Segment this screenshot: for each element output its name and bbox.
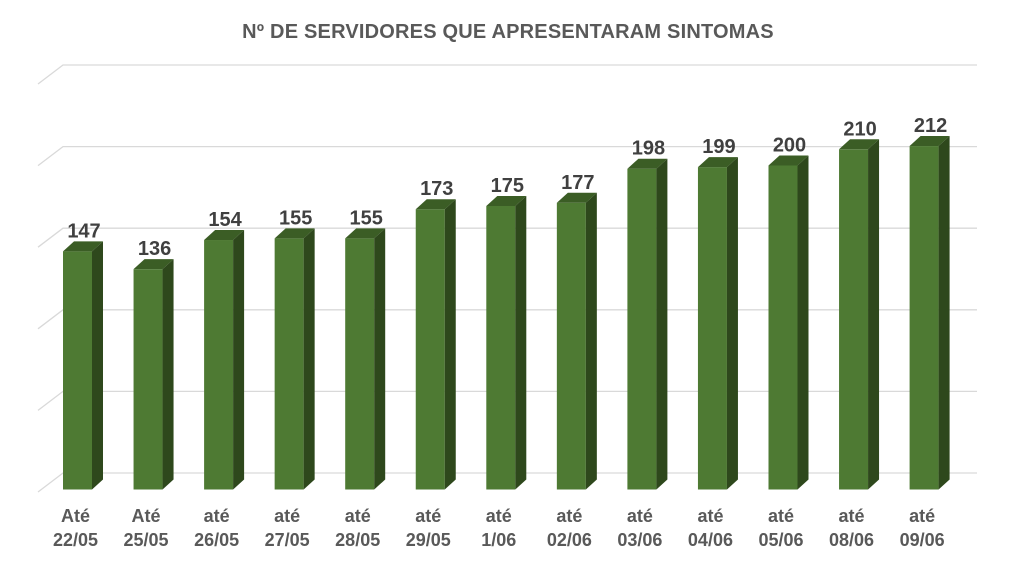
bar-top-face: [133, 259, 174, 270]
bar-side-face: [303, 228, 315, 490]
bar-front-face: [768, 165, 798, 490]
x-axis-label-line2: 26/05: [194, 530, 239, 550]
x-axis-label-line1: Até: [132, 506, 161, 526]
x-axis-label-line1: até: [768, 506, 794, 526]
x-axis-label-line1: até: [415, 506, 441, 526]
gridline: [37, 64, 977, 85]
gridline: [37, 227, 977, 248]
bar-value-label: 210: [843, 118, 876, 140]
bar-value-label: 154: [208, 209, 242, 231]
x-axis-label-line2: 29/05: [406, 530, 451, 550]
bar-front-face: [697, 167, 727, 490]
bar-side-face: [444, 199, 456, 490]
x-axis-label-line1: até: [627, 506, 653, 526]
bar-top-face: [627, 158, 668, 169]
bar-front-face: [839, 149, 869, 490]
x-axis-label-line2: 25/05: [124, 530, 169, 550]
chart-title: Nº DE SERVIDORES QUE APRESENTARAM SINTOM…: [242, 21, 774, 43]
x-axis-label-line1: até: [556, 506, 582, 526]
bar-side-face: [938, 136, 950, 490]
bar-value-label: 136: [138, 238, 171, 260]
gridline: [37, 145, 977, 167]
x-axis-label-line2: 09/06: [900, 530, 945, 550]
bar-front-face: [486, 206, 516, 490]
x-axis-label-line1: até: [697, 506, 723, 526]
bar-front-face: [627, 168, 657, 490]
bar-side-face: [92, 241, 103, 490]
bar-value-label: 155: [350, 207, 383, 229]
bar-side-face: [585, 192, 597, 490]
x-axis-label-line1: até: [204, 506, 230, 526]
bar-top-face: [839, 139, 880, 150]
bar-value-label: 177: [561, 172, 594, 194]
bar-value-label: 200: [773, 135, 806, 157]
bar-front-face: [63, 251, 92, 490]
bar-value-label: 147: [67, 220, 100, 242]
bar-side-face: [797, 155, 809, 490]
bar-front-face: [133, 269, 163, 490]
bar-value-label: 212: [914, 115, 947, 137]
bar-value-label: 155: [279, 207, 312, 229]
bar-side-face: [656, 158, 668, 490]
bar-top-face: [697, 157, 738, 168]
x-axis-label-line1: até: [909, 506, 935, 526]
bar-side-face: [162, 259, 174, 490]
bar-side-face: [726, 157, 738, 490]
bar-front-face: [909, 146, 939, 490]
x-axis-label-line2: 28/05: [335, 530, 380, 550]
bar-value-label: 175: [491, 175, 524, 197]
x-axis-label-line1: até: [345, 506, 371, 526]
bar-top-face: [63, 241, 103, 252]
bar-front-face: [274, 238, 304, 490]
bar-front-face: [345, 238, 375, 490]
bar-side-face: [233, 230, 245, 490]
bar-front-face: [204, 240, 234, 490]
bar-top-face: [415, 199, 456, 210]
x-axis-label-line1: até: [274, 506, 300, 526]
bar-top-face: [345, 228, 386, 239]
bar-front-face: [556, 202, 586, 490]
x-axis-label-line2: 08/06: [829, 530, 874, 550]
bar-top-face: [274, 228, 315, 239]
x-axis-label-line2: 27/05: [265, 530, 310, 550]
x-axis-label-line1: Até: [61, 506, 90, 526]
x-axis-label-line2: 02/06: [547, 530, 592, 550]
bar-value-label: 173: [420, 178, 453, 200]
bar-top-face: [768, 155, 809, 166]
bar-top-face: [556, 192, 597, 203]
bar-front-face: [415, 209, 445, 490]
bar-value-label: 198: [632, 138, 665, 160]
x-axis-label-line2: 1/06: [481, 530, 516, 550]
x-axis-label-line2: 22/05: [53, 530, 98, 550]
x-axis-label-line2: 04/06: [688, 530, 733, 550]
bar-side-face: [374, 228, 386, 490]
x-axis-label-line2: 03/06: [617, 530, 662, 550]
bar-side-face: [515, 196, 527, 490]
x-axis-label-line1: até: [839, 506, 865, 526]
x-axis-label-line2: 05/06: [758, 530, 803, 550]
bar-top-face: [486, 196, 527, 206]
bar-top-face: [204, 230, 245, 241]
bar-value-label: 199: [702, 136, 735, 158]
x-axis-label-line1: até: [486, 506, 512, 526]
bar-top-face: [909, 136, 950, 147]
bar-side-face: [868, 139, 880, 490]
